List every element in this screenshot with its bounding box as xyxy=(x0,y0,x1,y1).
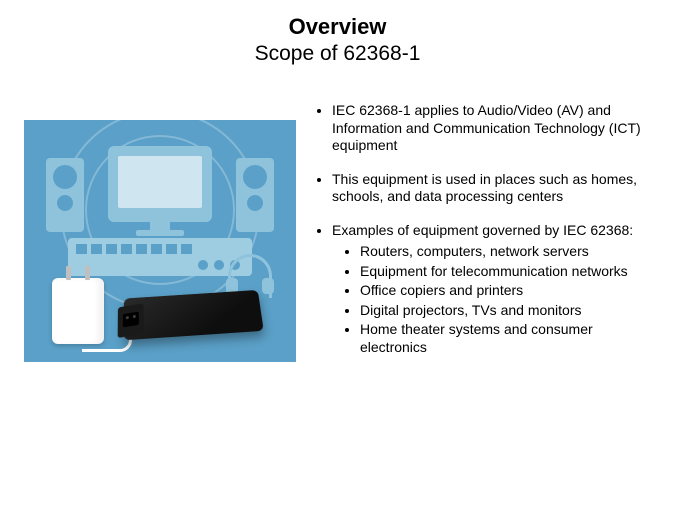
av-ict-illustration xyxy=(24,120,296,362)
white-wall-adapter-icon xyxy=(52,278,104,344)
monitor-icon xyxy=(108,146,212,222)
bullet-item: IEC 62368-1 applies to Audio/Video (AV) … xyxy=(332,102,651,155)
bullet-text: IEC 62368-1 applies to Audio/Video (AV) … xyxy=(332,102,641,153)
slide-title: Overview xyxy=(0,14,675,40)
sub-bullet-item: Equipment for telecommunication networks xyxy=(360,263,651,281)
illustration-column xyxy=(24,102,296,372)
bullet-item: Examples of equipment governed by IEC 62… xyxy=(332,222,651,357)
sub-bullet-item: Digital projectors, TVs and monitors xyxy=(360,302,651,320)
sub-bullet-item: Home theater systems and consumer electr… xyxy=(360,321,651,356)
bullet-text: Examples of equipment governed by IEC 62… xyxy=(332,222,633,238)
speaker-left-icon xyxy=(46,158,84,232)
sub-bullet-item: Office copiers and printers xyxy=(360,282,651,300)
sub-bullet-list: Routers, computers, network servers Equi… xyxy=(332,243,651,356)
bullet-item: This equipment is used in places such as… xyxy=(332,171,651,206)
bullet-text: This equipment is used in places such as… xyxy=(332,171,637,205)
mixer-icon xyxy=(68,238,252,276)
slide-content: IEC 62368-1 applies to Audio/Video (AV) … xyxy=(0,102,675,372)
monitor-base-icon xyxy=(136,230,184,236)
main-bullet-list: IEC 62368-1 applies to Audio/Video (AV) … xyxy=(314,102,651,356)
slide-subtitle: Scope of 62368-1 xyxy=(0,42,675,66)
monitor-stand-icon xyxy=(150,222,170,230)
text-column: IEC 62368-1 applies to Audio/Video (AV) … xyxy=(296,102,651,372)
slide-header: Overview Scope of 62368-1 xyxy=(0,0,675,66)
speaker-right-icon xyxy=(236,158,274,232)
black-brick-adapter-icon xyxy=(124,290,268,352)
sub-bullet-item: Routers, computers, network servers xyxy=(360,243,651,261)
